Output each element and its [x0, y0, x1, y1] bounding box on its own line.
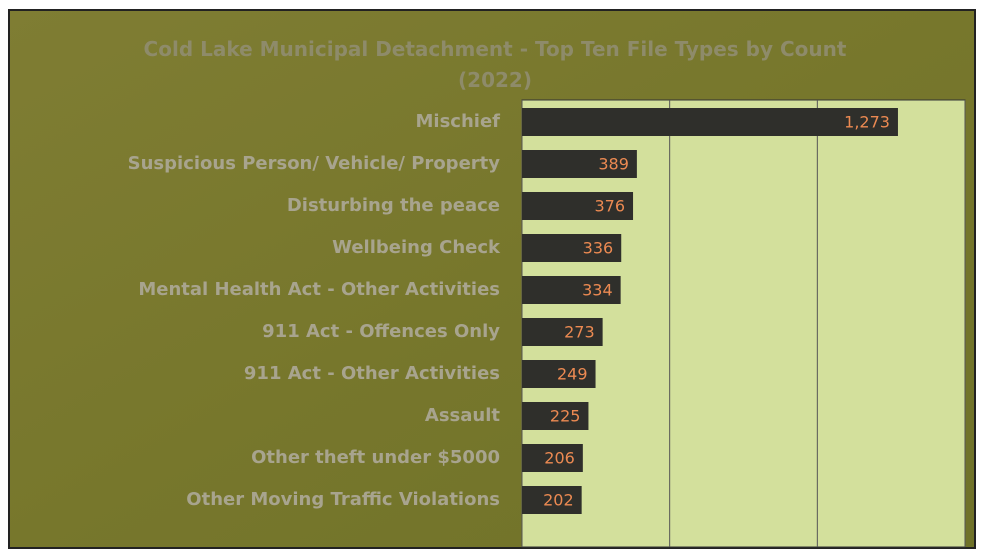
value-label: 225 [550, 407, 581, 426]
value-label: 206 [544, 449, 575, 468]
bar [522, 402, 589, 430]
bar [522, 318, 603, 346]
category-label: 911 Act - Other Activities [244, 363, 500, 384]
bar [522, 150, 637, 178]
category-label: 911 Act - Offences Only [262, 321, 500, 342]
bar [522, 192, 634, 220]
category-label: Other Moving Traffic Violations [186, 489, 500, 510]
category-label: Mischief [416, 111, 501, 132]
value-label: 376 [594, 197, 625, 216]
value-label: 336 [583, 239, 614, 258]
bar [522, 486, 582, 514]
value-label: 202 [543, 491, 574, 510]
bar [522, 108, 898, 136]
value-label: 389 [598, 155, 629, 174]
category-label: Suspicious Person/ Vehicle/ Property [128, 153, 501, 174]
bar [522, 234, 622, 262]
value-label: 249 [557, 365, 588, 384]
value-label: 334 [582, 281, 613, 300]
category-label: Mental Health Act - Other Activities [138, 279, 500, 300]
category-label: Wellbeing Check [332, 237, 501, 258]
value-label: 273 [564, 323, 595, 342]
value-label: 1,273 [844, 113, 890, 132]
bar [522, 360, 596, 388]
bar [522, 276, 621, 304]
category-label: Disturbing the peace [287, 195, 500, 216]
category-label: Other theft under $5000 [251, 447, 500, 468]
category-label: Assault [425, 405, 500, 426]
bar [522, 444, 583, 472]
chart-title: Cold Lake Municipal Detachment - Top Ten… [143, 37, 847, 92]
